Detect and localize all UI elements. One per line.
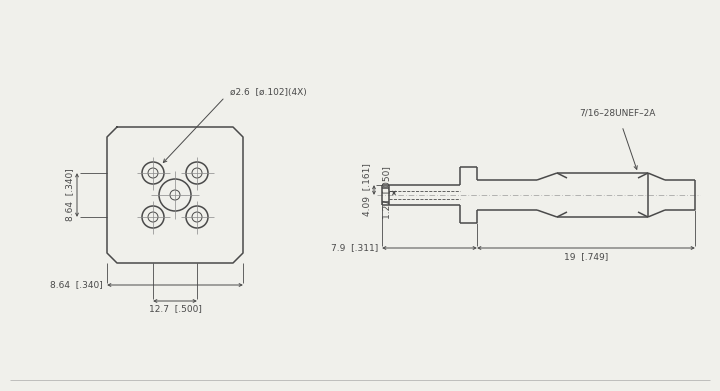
Text: 7.9  [.311]: 7.9 [.311] — [330, 244, 378, 253]
Text: 7/16–28UNEF–2A: 7/16–28UNEF–2A — [579, 109, 655, 118]
Text: 8.64  [.340]: 8.64 [.340] — [65, 169, 74, 221]
Text: 12.7  [.500]: 12.7 [.500] — [148, 304, 202, 313]
Text: 8.64  [.340]: 8.64 [.340] — [50, 280, 103, 289]
Text: ø2.6  [ø.102](4X): ø2.6 [ø.102](4X) — [230, 88, 307, 97]
Text: 1.27  [.050]: 1.27 [.050] — [382, 167, 391, 219]
Text: 4.09  [.161]: 4.09 [.161] — [362, 163, 371, 217]
Text: 19  [.749]: 19 [.749] — [564, 252, 608, 261]
